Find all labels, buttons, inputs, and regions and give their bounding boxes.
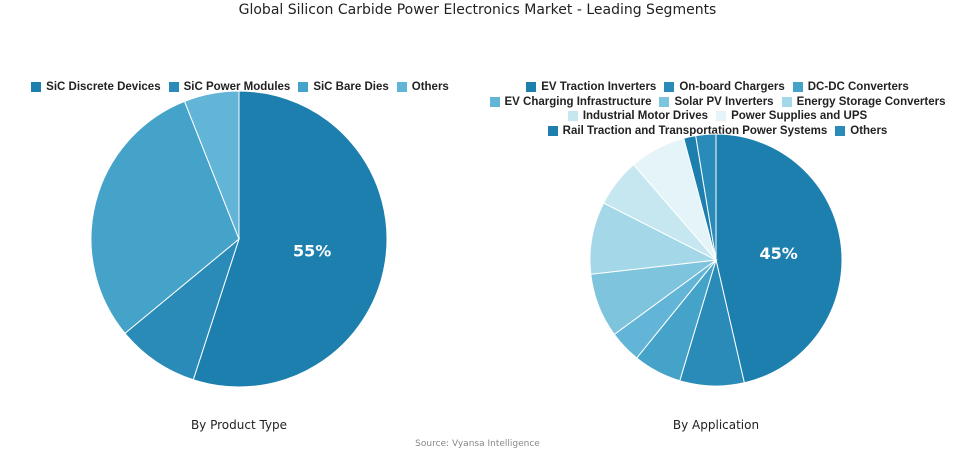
- legend-item-others: Others: [835, 124, 887, 139]
- legend-item-industrial-motor-drives: Industrial Motor Drives: [567, 109, 709, 124]
- pie-slice-others: [695, 133, 717, 261]
- legend-item-solar-pv-inverters: Solar PV Inverters: [659, 95, 774, 110]
- legend-label: DC-DC Converters: [807, 81, 909, 93]
- pie-chart-product-type: 55%: [90, 90, 388, 388]
- data-label-ev-traction-inverters: 45%: [759, 244, 797, 263]
- legend-swatch: [664, 82, 675, 93]
- pie-slice-others: [183, 90, 240, 240]
- legend-application: EV Traction Inverters On-board Chargers DC…: [480, 80, 955, 138]
- legend-swatch: [396, 82, 407, 93]
- chart-title: Global Silicon Carbide Power Electronics…: [238, 2, 717, 18]
- legend-item-ev-traction-inverters: EV Traction Inverters: [526, 80, 656, 95]
- legend-item-power-supplies-and-ups: Power Supplies and UPS: [716, 109, 867, 124]
- legend-swatch: [781, 96, 792, 107]
- pie-chart-application: 45%: [589, 133, 843, 387]
- pie-slice-sic-bare-dies: [90, 100, 240, 335]
- legend-label: SiC Discrete Devices: [46, 81, 161, 93]
- legend-swatch: [567, 111, 578, 122]
- legend-label: Energy Storage Converters: [796, 95, 946, 108]
- legend-item-rail-traction-and-transportation-power-systems: Rail Traction and Transportation Power S…: [547, 124, 828, 139]
- legend-swatch: [659, 96, 670, 107]
- legend-swatch: [31, 82, 42, 93]
- legend-item-sic-bare-dies: SiC Bare Dies: [298, 80, 389, 95]
- legend-label: SiC Power Modules: [183, 81, 291, 93]
- legend-label: Others: [850, 124, 888, 137]
- pie-slice-ev-traction-inverters: [715, 133, 843, 384]
- legend-label: Industrial Motor Drives: [582, 110, 709, 122]
- legend-label: Solar PV Inverters: [674, 95, 774, 108]
- legend-swatch: [547, 125, 558, 136]
- source-note: Source: Vyansa Intelligence: [415, 439, 540, 449]
- legend-label: Rail Traction and Transportation Power S…: [562, 124, 828, 137]
- legend-product-type: SiC Discrete Devices SiC Power Modules SiC…: [20, 80, 460, 95]
- legend-swatch: [489, 96, 500, 107]
- pie-slice-sic-discrete-devices: [192, 90, 388, 388]
- pie-slice-sic-power-modules: [124, 237, 241, 381]
- legend-item-sic-power-modules: SiC Power Modules: [168, 80, 291, 95]
- legend-swatch: [792, 82, 803, 93]
- legend-item-others: Others: [396, 80, 449, 95]
- legend-item-ev-charging-infrastructure: EV Charging Infrastructure: [489, 95, 652, 110]
- legend-item-sic-discrete-devices: SiC Discrete Devices: [31, 80, 161, 95]
- legend-label: EV Traction Inverters: [541, 81, 657, 93]
- legend-swatch: [168, 82, 179, 93]
- legend-label: On-board Chargers: [679, 81, 785, 93]
- legend-swatch: [526, 82, 537, 93]
- legend-item-on-board-chargers: On-board Chargers: [664, 80, 785, 95]
- data-label-sic-discrete-devices: 55%: [293, 242, 331, 261]
- legend-swatch: [716, 111, 727, 122]
- legend-label: Others: [411, 81, 449, 93]
- legend-item-energy-storage-converters: Energy Storage Converters: [781, 95, 946, 110]
- legend-item-dc-dc-converters: DC-DC Converters: [792, 80, 909, 95]
- legend-swatch: [298, 82, 309, 93]
- legend-label: EV Charging Infrastructure: [504, 95, 652, 108]
- legend-label: SiC Bare Dies: [313, 81, 389, 93]
- subtitle-application: By Application: [672, 418, 760, 432]
- legend-swatch: [835, 125, 846, 136]
- legend-label: Power Supplies and UPS: [731, 110, 868, 122]
- subtitle-product-type: By Product Type: [190, 418, 288, 432]
